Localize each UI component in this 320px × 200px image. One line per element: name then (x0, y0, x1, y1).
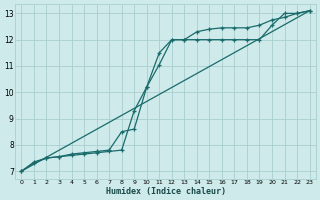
X-axis label: Humidex (Indice chaleur): Humidex (Indice chaleur) (106, 187, 226, 196)
